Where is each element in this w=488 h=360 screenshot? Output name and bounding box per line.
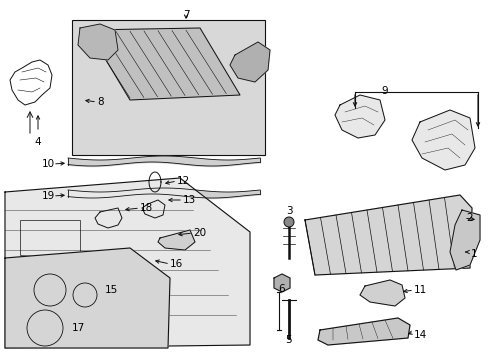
Text: 20: 20: [193, 228, 206, 238]
Polygon shape: [317, 318, 409, 345]
Text: 19: 19: [41, 191, 55, 201]
Text: 18: 18: [140, 203, 153, 213]
Polygon shape: [305, 195, 471, 275]
Text: 10: 10: [42, 159, 55, 169]
Text: 15: 15: [105, 285, 118, 295]
Text: 7: 7: [183, 10, 189, 20]
Text: 14: 14: [413, 330, 427, 340]
Text: 16: 16: [170, 259, 183, 269]
Polygon shape: [95, 208, 122, 228]
Polygon shape: [229, 42, 269, 82]
Text: 9: 9: [381, 86, 387, 96]
Polygon shape: [88, 28, 240, 100]
Text: 12: 12: [177, 176, 190, 186]
Polygon shape: [411, 110, 474, 170]
Polygon shape: [334, 95, 384, 138]
Polygon shape: [449, 210, 479, 270]
Polygon shape: [5, 178, 249, 348]
Text: 17: 17: [72, 323, 85, 333]
Text: 5: 5: [285, 335, 292, 345]
Text: 2: 2: [465, 213, 472, 223]
Polygon shape: [78, 24, 118, 60]
Circle shape: [284, 217, 293, 227]
FancyBboxPatch shape: [72, 20, 264, 155]
Text: 1: 1: [470, 249, 477, 259]
Polygon shape: [158, 230, 195, 250]
Polygon shape: [359, 280, 404, 306]
Text: 6: 6: [278, 284, 285, 294]
Text: 4: 4: [35, 137, 41, 147]
Text: 13: 13: [183, 195, 196, 205]
Polygon shape: [142, 200, 164, 218]
Text: 11: 11: [413, 285, 427, 295]
Text: 8: 8: [97, 97, 103, 107]
Text: 3: 3: [285, 206, 292, 216]
Polygon shape: [5, 248, 170, 348]
Polygon shape: [273, 274, 289, 292]
